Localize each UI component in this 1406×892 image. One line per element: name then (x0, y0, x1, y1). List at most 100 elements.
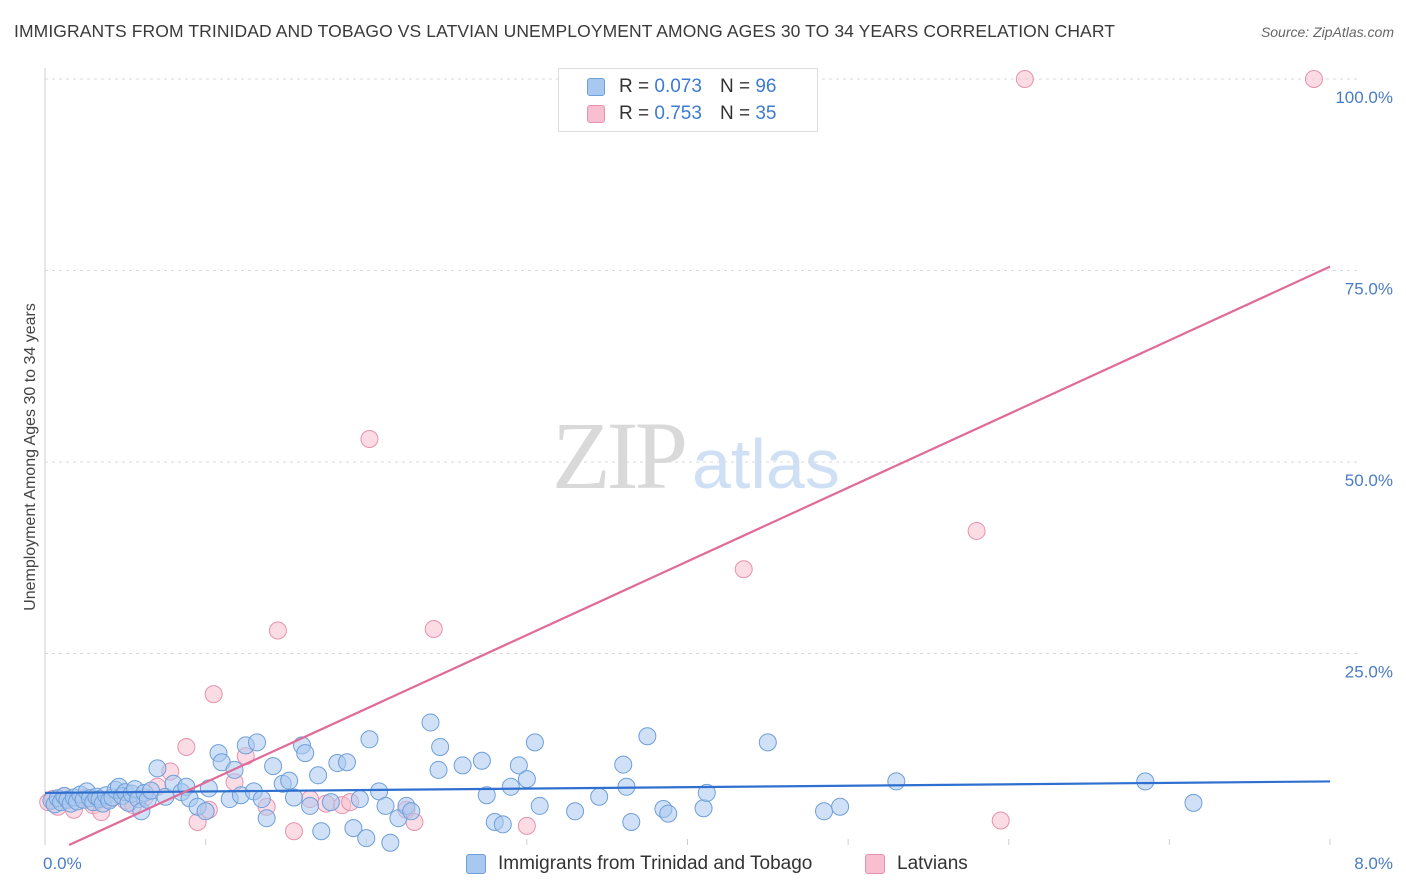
trinidad-point-98 (831, 797, 850, 816)
legend-n-label-2: N = (719, 103, 751, 124)
trinidad-point-51 (264, 757, 283, 776)
trinidad-point-62 (337, 753, 356, 772)
trinidad-point-57 (301, 796, 320, 815)
legend-r-label-2: R = (619, 103, 650, 124)
chart-title: IMMIGRANTS FROM TRINIDAD AND TOBAGO VS L… (14, 21, 1116, 41)
latvians-point-21 (268, 621, 287, 640)
trend-lines (44, 265, 1331, 846)
trinidad-point-77 (472, 751, 491, 770)
latvians-point-27 (360, 430, 379, 449)
latvians-point-33 (967, 521, 986, 540)
trinidad-point-87 (590, 787, 609, 806)
x-axis-ticks (44, 839, 1331, 845)
trinidad-point-48 (248, 733, 267, 752)
legend-row-trinidad: R = 0.073 N = 96 (587, 75, 776, 99)
trinidad-point-64 (350, 790, 369, 809)
latvians-point-22 (284, 822, 303, 841)
trinidad-point-68 (376, 796, 395, 815)
trinidad-point-81 (501, 777, 520, 796)
source-credit: Source: ZipAtlas.com (1260, 24, 1394, 40)
legend-r-label-1: R = (619, 76, 650, 97)
trinidad-point-50 (257, 809, 276, 828)
watermark: ZIP atlas (552, 400, 840, 511)
latvians-trend-line (68, 265, 1331, 846)
latvians-point-17 (204, 685, 223, 704)
legend-swatch-pink (587, 105, 605, 123)
trinidad-point-99 (887, 772, 906, 791)
trinidad-point-93 (659, 804, 678, 823)
trinidad-point-91 (638, 727, 657, 746)
grid-lines (45, 78, 1360, 654)
trinidad-point-32 (148, 759, 167, 778)
trinidad-point-84 (525, 733, 544, 752)
y-tick-label-2: 75.0% (1345, 280, 1393, 299)
latvians-points (39, 70, 1323, 841)
trinidad-point-88 (614, 755, 633, 774)
bottom-legend-label-latvians: Latvians (897, 853, 968, 874)
latvians-point-34 (991, 811, 1010, 830)
trinidad-point-85 (530, 796, 549, 815)
trinidad-point-49 (252, 790, 271, 809)
bottom-legend-label-trinidad: Immigrants from Trinidad and Tobago (498, 853, 813, 874)
bottom-legend-trinidad: Immigrants from Trinidad and Tobago (466, 851, 812, 877)
latvians-point-30 (424, 619, 443, 638)
bottom-legend-swatch-pink (865, 854, 885, 874)
watermark-zip: ZIP (552, 402, 688, 509)
legend-swatch-blue (587, 78, 605, 96)
trinidad-point-56 (296, 744, 315, 763)
bottom-legend-swatch-blue (466, 854, 486, 874)
trinidad-point-72 (402, 802, 421, 821)
trinidad-point-78 (477, 786, 496, 805)
latvians-point-32 (734, 560, 753, 579)
latvians-point-36 (1304, 70, 1323, 88)
trinidad-point-63 (344, 819, 363, 838)
trinidad-point-80 (493, 815, 512, 834)
y-tick-label-0: 25.0% (1345, 663, 1393, 682)
trinidad-point-53 (280, 771, 299, 790)
trinidad-points (42, 713, 1203, 852)
legend-n-label-1: N = (719, 76, 751, 97)
legend-r-value-1: 0.073 (654, 76, 702, 97)
trinidad-point-73 (421, 713, 440, 732)
legend: R = 0.073 N = 96 R = 0.753 N = 35 (558, 68, 818, 132)
trinidad-point-54 (284, 788, 303, 807)
trinidad-point-39 (196, 802, 215, 821)
trinidad-point-94 (694, 799, 713, 818)
trinidad-point-59 (312, 822, 331, 841)
trinidad-point-95 (697, 783, 716, 802)
trinidad-trend-line (44, 780, 1331, 795)
legend-r-value-2: 0.753 (654, 103, 702, 124)
x-tick-label-0: 0.0% (43, 854, 82, 873)
trinidad-point-90 (622, 813, 641, 832)
y-tick-label-1: 50.0% (1345, 471, 1393, 490)
trinidad-point-75 (431, 737, 450, 756)
latvians-point-14 (177, 737, 196, 756)
watermark-atlas: atlas (692, 425, 840, 503)
trinidad-point-82 (509, 756, 528, 775)
x-tick-label-1: 8.0% (1354, 854, 1393, 873)
trinidad-point-69 (381, 833, 400, 852)
bottom-legend-latvians: Latvians (865, 851, 968, 877)
trinidad-point-40 (199, 779, 218, 798)
legend-n-value-2: 35 (755, 103, 777, 124)
trinidad-point-101 (1184, 793, 1203, 812)
trinidad-point-74 (429, 760, 448, 779)
y-tick-label-3: 100.0% (1335, 88, 1393, 107)
trinidad-point-76 (453, 756, 472, 775)
trinidad-point-58 (309, 766, 328, 785)
trinidad-point-60 (321, 793, 340, 812)
y-axis-tick-labels: 25.0% 50.0% 75.0% 100.0% (1335, 88, 1393, 682)
trinidad-point-96 (758, 733, 777, 752)
y-axis-label: Unemployment Among Ages 30 to 34 years (22, 303, 39, 611)
trinidad-point-83 (517, 770, 536, 789)
legend-n-value-1: 96 (755, 76, 777, 97)
trinidad-point-65 (357, 829, 376, 848)
latvians-point-31 (517, 816, 536, 835)
trinidad-point-86 (566, 802, 585, 821)
x-axis-tick-labels: 0.0% 8.0% (43, 854, 1393, 873)
latvians-point-35 (1015, 70, 1034, 88)
trinidad-point-66 (360, 730, 379, 749)
trinidad-point-100 (1136, 772, 1155, 791)
trinidad-point-97 (815, 802, 834, 821)
